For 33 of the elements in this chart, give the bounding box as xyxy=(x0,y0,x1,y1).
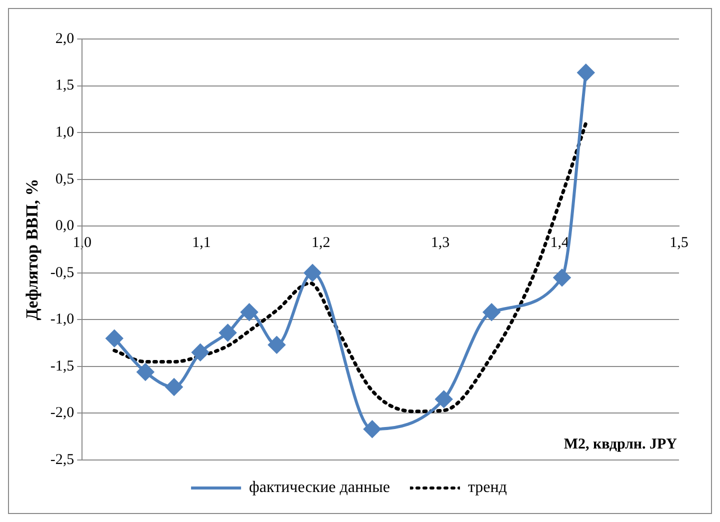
y-tick-label: 1,5 xyxy=(55,78,74,94)
line-series xyxy=(112,121,588,414)
legend-label: тренд xyxy=(468,479,507,496)
point xyxy=(364,420,381,438)
x-tick-label: 1,5 xyxy=(670,235,688,252)
point xyxy=(304,264,322,282)
point xyxy=(577,64,594,82)
point xyxy=(106,330,123,347)
y-tick-label: 0,0 xyxy=(55,218,74,234)
y-tick-label: -2,0 xyxy=(50,405,74,422)
point xyxy=(435,390,452,408)
point xyxy=(219,324,236,342)
legend-label: фактические данные xyxy=(249,479,390,496)
y-tick-label: 2,0 xyxy=(55,30,74,47)
x-axis-title: M2, квдрлн. JPY xyxy=(564,436,678,452)
point xyxy=(268,336,286,354)
point xyxy=(240,304,258,321)
y-tick-label: -0,5 xyxy=(50,264,74,281)
x-tick-label: 1,3 xyxy=(430,235,450,252)
y-tick-label: 1,0 xyxy=(55,124,74,140)
point xyxy=(192,344,209,361)
y-tick-label: -1,5 xyxy=(50,358,74,374)
point xyxy=(136,364,154,381)
y-axis-title: Дефлятор ВВП, % xyxy=(22,178,42,320)
y-tick-label: -1,0 xyxy=(50,312,74,328)
x-tick-label: 1,4 xyxy=(550,235,570,252)
y-tick-label: 0,5 xyxy=(55,171,74,188)
y-tick-label: -2,5 xyxy=(50,452,74,468)
x-tick-label: 1,2 xyxy=(312,235,330,252)
point xyxy=(166,378,183,396)
point xyxy=(483,304,500,321)
point xyxy=(554,269,571,286)
x-tick-label: 1,1 xyxy=(192,235,211,252)
